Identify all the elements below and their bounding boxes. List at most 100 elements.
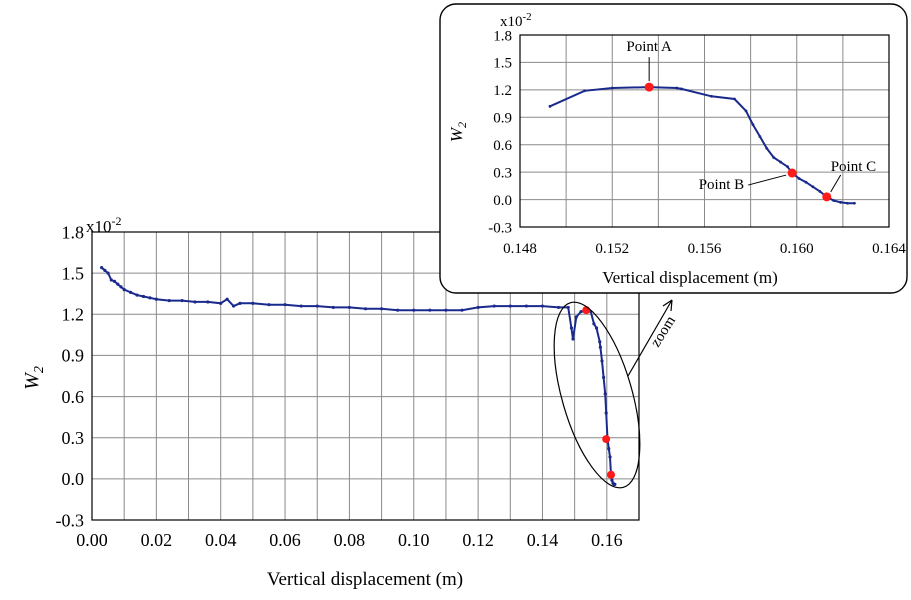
data-point (574, 315, 578, 319)
y-tick-label: 0.6 (62, 387, 85, 407)
y-tick-label: -0.3 (488, 220, 512, 236)
y-tick-label: 0.0 (493, 193, 512, 209)
main-plot-frame (91, 231, 640, 521)
data-point (610, 478, 614, 482)
highlight-point (787, 168, 797, 178)
data-point (566, 305, 570, 310)
data-point (103, 268, 107, 272)
data-point (135, 293, 139, 297)
data-point (548, 104, 552, 108)
data-point (428, 308, 432, 312)
y-tick-label: 0.0 (62, 469, 85, 489)
data-point (492, 304, 496, 308)
data-point (116, 282, 120, 286)
data-point (141, 294, 146, 299)
data-point (579, 309, 583, 314)
data-point (347, 305, 352, 310)
x-tick-label: 0.148 (503, 241, 537, 257)
data-point (379, 307, 384, 311)
data-point (225, 297, 229, 301)
x-tick-label: 0.12 (462, 530, 494, 550)
inset-y-axis-label: W2 (447, 122, 469, 142)
x-tick-label: 0.08 (334, 530, 366, 550)
data-point (231, 304, 236, 308)
data-point (765, 146, 769, 150)
main-y-axis-label: W2 (21, 366, 47, 390)
data-point (600, 359, 604, 363)
data-point (603, 392, 607, 396)
x-tick-label: 0.10 (398, 530, 430, 550)
x-tick-label: 0.16 (591, 530, 623, 550)
y-tick-label: 1.5 (62, 263, 85, 283)
data-point (598, 345, 602, 349)
data-point (710, 94, 713, 98)
data-point (267, 303, 271, 307)
y-tick-label: 0.9 (62, 346, 85, 366)
data-point (751, 123, 755, 126)
data-point (129, 290, 133, 294)
inset-box (439, 3, 908, 294)
data-point (283, 303, 287, 307)
x-tick-label: 0.00 (76, 530, 108, 550)
data-point (396, 308, 400, 312)
data-point (540, 304, 545, 308)
main-series (100, 266, 617, 486)
inset-point-labels: Point A Point B Point C (626, 39, 876, 193)
data-point (592, 322, 596, 326)
point-label-leader (830, 174, 842, 193)
point-label: Point B (699, 177, 744, 193)
y-tick-label: 0.3 (493, 165, 512, 181)
data-point (733, 97, 736, 101)
data-point (119, 285, 123, 289)
data-point (100, 266, 104, 270)
zoom-arrow-line (627, 299, 673, 377)
data-point (167, 298, 171, 303)
data-point (122, 288, 126, 292)
data-point (811, 185, 815, 189)
x-tick-label: 0.06 (269, 530, 301, 550)
data-point (299, 304, 303, 308)
point-label: Point C (831, 159, 876, 175)
y-tick-label: -0.3 (56, 510, 85, 530)
data-point (219, 301, 223, 305)
data-point (363, 307, 368, 311)
data-point (839, 200, 842, 204)
y-tick-label: 1.8 (493, 28, 512, 44)
data-point (607, 447, 611, 451)
y-tick-label: 1.8 (62, 222, 85, 242)
data-point (315, 304, 319, 308)
point-label: Point A (626, 39, 672, 55)
data-point (594, 326, 599, 330)
data-point (112, 279, 117, 283)
data-point (846, 201, 849, 205)
highlight-point (822, 192, 832, 202)
data-point (853, 201, 856, 205)
y-tick-label: 0.9 (493, 111, 512, 127)
inset-grid (520, 35, 889, 227)
point-label-leader (748, 174, 787, 186)
x-tick-label: 0.152 (595, 241, 629, 257)
data-point (804, 180, 808, 184)
data-point (238, 301, 242, 305)
zoom-arrow-head (662, 299, 673, 312)
data-point (583, 89, 586, 93)
data-point (797, 177, 801, 180)
data-point (744, 109, 748, 113)
inset-plot-frame (519, 34, 890, 228)
y-tick-label: 0.6 (493, 138, 512, 154)
y-tick-label: 1.2 (493, 83, 512, 99)
data-point (610, 86, 614, 90)
highlight-point (644, 82, 654, 92)
data-point (524, 304, 528, 308)
data-point (675, 86, 679, 90)
data-point (779, 160, 783, 164)
data-point (251, 301, 255, 305)
y-tick-label: 1.2 (62, 305, 85, 325)
series-line (101, 266, 615, 486)
highlight-point (582, 306, 591, 315)
data-point (106, 271, 110, 275)
data-point (148, 296, 152, 300)
x-tick-label: 0.14 (527, 530, 559, 550)
main-tick-labels: 0.00 0.02 0.04 0.06 0.08 0.10 0.12 0.14 0.16 -0.3… (56, 222, 623, 550)
